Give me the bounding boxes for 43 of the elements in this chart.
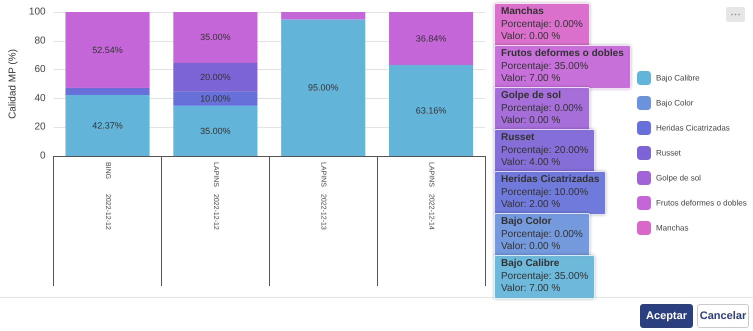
- data-label: 95.00%: [308, 82, 338, 93]
- legend-label: Manchas: [656, 224, 688, 232]
- y-tick-label: 60: [34, 64, 46, 76]
- bar: [173, 91, 258, 106]
- legend-label: Golpe de sol: [656, 174, 702, 182]
- bar: [173, 106, 258, 156]
- bar: [65, 12, 150, 88]
- y-axis-title: Calidad MP (%): [8, 49, 18, 119]
- data-label: 52.54%: [92, 44, 123, 55]
- legend-label: Bajo Color: [656, 98, 694, 108]
- y-tick-label: 20: [34, 122, 46, 133]
- text: Aceptar: [640, 304, 693, 328]
- bar: [173, 62, 258, 92]
- text: Cancelar: [697, 304, 749, 328]
- data-label: 42.37%: [92, 120, 123, 130]
- y-tick-label: 0: [40, 150, 46, 162]
- text: Bajo Color Porcentaje: 0.00% Valor: 0.00 %: [501, 216, 583, 254]
- y-tick-label: 80: [34, 35, 46, 46]
- data-label: 36.84%: [416, 34, 446, 44]
- legend-label: Heridas Cicatrizadas: [656, 124, 730, 132]
- text: Bajo Calibre Porcentaje: 35.00% Valor: 7.00 %: [501, 258, 588, 296]
- legend-label: Russet: [656, 148, 682, 158]
- data-label: 35.00%: [200, 126, 231, 136]
- bar: [281, 12, 366, 20]
- text: Golpe de sol Porcentaje: 0.00% Valor: 0.00 %: [501, 90, 583, 128]
- legend-label: Frutos deformes o dobles: [656, 198, 747, 208]
- text: Russet Porcentaje: 20.00% Valor: 4.00 %: [501, 132, 588, 170]
- text: Manchas Porcentaje: 0.00% Valor: 0.00 %: [501, 6, 583, 44]
- data-label: 20.00%: [200, 72, 231, 82]
- text: Frutos deformes o dobles Porcentaje: 35.00% Valor: 7.00 %: [501, 48, 624, 86]
- data-label: 63.16%: [416, 106, 446, 116]
- bar: [281, 19, 366, 156]
- text: Heridas Cicatrizadas Porcentaje: 10.00% Valor: 2.00 %: [501, 174, 600, 212]
- bar: [389, 12, 474, 66]
- data-label: 10.00%: [200, 93, 231, 104]
- bar: [173, 12, 258, 62]
- bar: [65, 88, 150, 95]
- data-label: 35.00%: [200, 32, 231, 42]
- y-tick-label: 100: [28, 6, 46, 18]
- bar: [65, 94, 150, 156]
- legend-label: Bajo Calibre: [656, 74, 700, 82]
- y-tick-label: 40: [34, 92, 46, 104]
- bar: [389, 65, 474, 156]
